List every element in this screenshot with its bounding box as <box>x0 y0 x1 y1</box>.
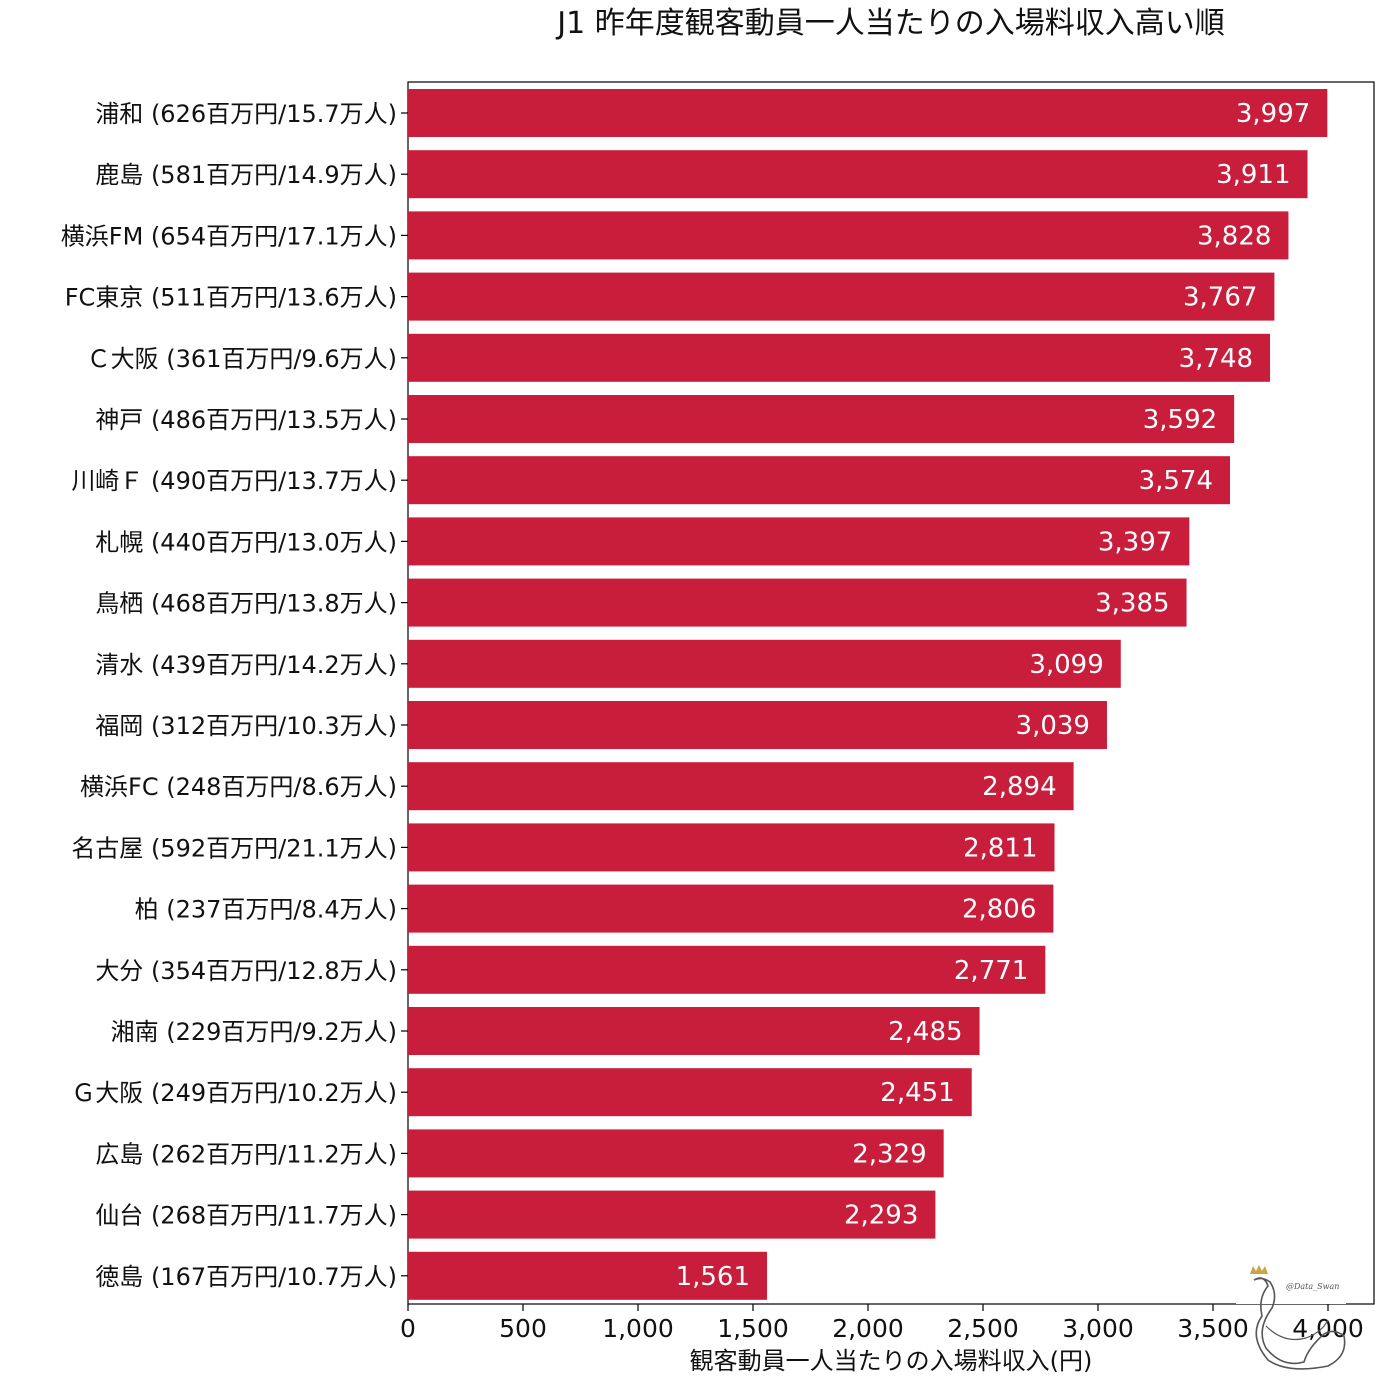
bar <box>408 211 1289 260</box>
bar-value-label: 3,997 <box>1236 99 1310 129</box>
bar <box>408 517 1190 566</box>
chart-title: J1 昨年度観客動員一人当たりの入場料収入高い順 <box>557 6 1225 41</box>
bar <box>408 578 1187 627</box>
y-tick-label: 柏 (237百万円/8.4万人) <box>135 896 397 924</box>
bar <box>408 272 1275 321</box>
bar-value-label: 3,385 <box>1095 589 1169 619</box>
bar-value-label: 3,397 <box>1098 527 1172 557</box>
bar <box>408 1251 768 1300</box>
y-tick-label: 札幌 (440百万円/13.0万人) <box>95 528 397 556</box>
y-tick-label: 大分 (354百万円/12.8万人) <box>95 957 397 985</box>
x-tick-label: 1,500 <box>717 1314 789 1343</box>
bar <box>408 1007 980 1055</box>
bar <box>408 150 1308 199</box>
bar-value-label: 2,485 <box>888 1017 962 1047</box>
bar <box>408 89 1328 137</box>
watermark-text: @Data_Swan <box>1286 1282 1340 1291</box>
x-tick-label: 3,500 <box>1177 1314 1249 1343</box>
y-tick-label: 仙台 (268百万円/11.7万人) <box>95 1202 397 1230</box>
bar <box>408 884 1054 933</box>
bars-layer: 3,997 3,911 3,828 3,767 3,748 3,592 3,574 3,397… <box>408 89 1328 1300</box>
bar <box>408 1129 944 1178</box>
x-tick-label: 3,000 <box>1062 1314 1134 1343</box>
y-tick-label: Ｇ大阪 (249百万円/10.2万人) <box>71 1079 397 1107</box>
y-tick-label: 徳島 (167百万円/10.7万人) <box>95 1263 397 1291</box>
x-tick-label: 0 <box>400 1314 416 1343</box>
y-tick-label: 鹿島 (581百万円/14.9万人) <box>95 161 397 189</box>
y-tick-label: FC東京 (511百万円/13.6万人) <box>65 284 397 312</box>
bar-value-label: 3,099 <box>1029 650 1103 680</box>
bar-value-label: 2,771 <box>954 956 1028 986</box>
bar-value-label: 3,767 <box>1183 283 1257 313</box>
y-tick-label: 名古屋 (592百万円/21.1万人) <box>71 834 397 862</box>
bar-value-label: 2,451 <box>880 1078 954 1108</box>
x-tick-label: 1,000 <box>602 1314 674 1343</box>
x-tick-label: 2,500 <box>947 1314 1019 1343</box>
plot-area-frame <box>407 81 1375 1305</box>
y-tick-label: 横浜FC (248百万円/8.6万人) <box>80 773 397 801</box>
bar <box>408 823 1055 872</box>
bar <box>408 1190 936 1239</box>
swan-logo-icon: @Data_Swan <box>1236 1256 1356 1384</box>
bar-value-label: 2,811 <box>963 833 1037 863</box>
y-tick-labels: 浦和 (626百万円/15.7万人) 鹿島 (581百万円/14.9万人) 横浜FM… <box>61 100 408 1291</box>
bar <box>408 701 1107 749</box>
bar-value-label: 2,894 <box>982 772 1056 802</box>
y-tick-label: 清水 (439百万円/14.2万人) <box>95 651 397 679</box>
x-tick-label: 2,000 <box>832 1314 904 1343</box>
bar-value-label: 2,293 <box>844 1201 918 1231</box>
bar <box>408 945 1046 994</box>
bar <box>408 639 1121 688</box>
x-ticks: 0 500 1,000 1,500 2,000 2,500 3,000 3,500 4,000 <box>400 1304 1364 1343</box>
bar-value-label: 3,828 <box>1197 221 1271 251</box>
bar-value-label: 3,592 <box>1143 405 1217 435</box>
y-tick-label: 広島 (262百万円/11.2万人) <box>95 1140 397 1168</box>
bar-value-label: 2,329 <box>852 1139 926 1169</box>
x-tick-label: 500 <box>499 1314 547 1343</box>
bar <box>408 333 1271 382</box>
bar-value-label: 3,911 <box>1216 160 1290 190</box>
y-tick-label: 鳥栖 (468百万円/13.8万人) <box>95 590 397 618</box>
y-tick-label: 福岡 (312百万円/10.3万人) <box>95 712 397 740</box>
bar <box>408 762 1074 811</box>
y-tick-label: 川崎Ｆ (490百万円/13.7万人) <box>71 467 397 495</box>
y-tick-label: 横浜FM (654百万円/17.1万人) <box>61 222 397 250</box>
y-tick-label: Ｃ大阪 (361百万円/9.6万人) <box>87 345 397 373</box>
bar <box>408 395 1235 443</box>
bar-value-label: 1,561 <box>676 1262 750 1292</box>
bar-value-label: 3,574 <box>1139 466 1213 496</box>
y-tick-label: 湘南 (229百万円/9.2万人) <box>111 1018 397 1046</box>
bar-value-label: 3,039 <box>1016 711 1090 741</box>
x-axis-label: 観客動員一人当たりの入場料収入(円) <box>689 1347 1093 1375</box>
y-tick-label: 神戸 (486百万円/13.5万人) <box>95 406 397 434</box>
y-tick-label: 浦和 (626百万円/15.7万人) <box>95 100 397 128</box>
bar <box>408 456 1231 505</box>
bar-value-label: 3,748 <box>1179 344 1253 374</box>
bar-value-label: 2,806 <box>962 895 1036 925</box>
bar <box>408 1068 972 1117</box>
